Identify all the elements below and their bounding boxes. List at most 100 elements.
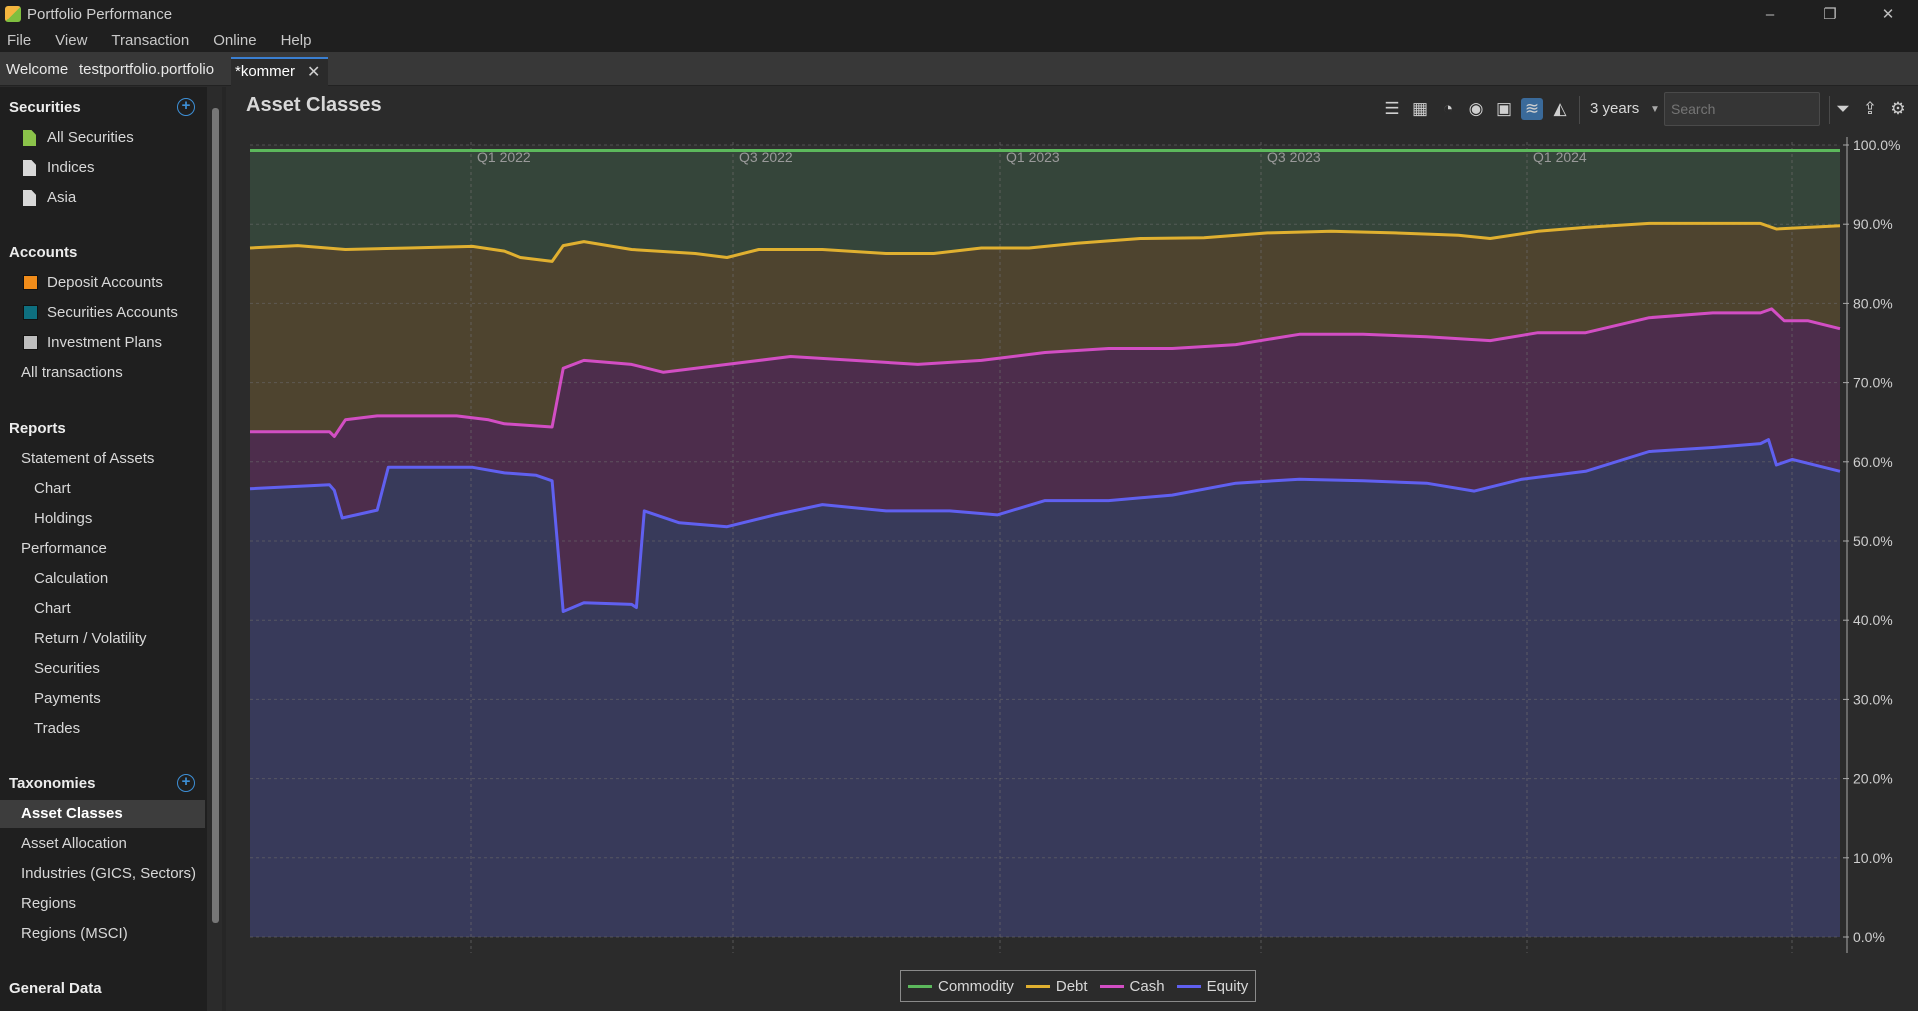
sidebar-item-asia[interactable]: Asia [47,189,77,206]
sidebar-scrollbar[interactable] [212,108,219,923]
sidebar-item-return-volatility[interactable]: Return / Volatility [34,630,147,647]
export-icon[interactable]: ⇪ [1862,99,1878,118]
securities-account-icon [23,305,38,320]
add-security-icon[interactable]: + [177,98,195,116]
x-tick-label: Q1 2022 [477,149,531,165]
securities-header: Securities [9,99,81,116]
treemap-icon[interactable]: ▦ [1411,99,1429,118]
debt-line [249,221,1841,263]
sidebar-item-performance-chart[interactable]: Chart [34,600,71,617]
menu-help[interactable]: Help [280,31,312,49]
sidebar-item-calculation[interactable]: Calculation [34,570,109,587]
menu-transaction[interactable]: Transaction [111,31,190,49]
sidebar-item-securities-report[interactable]: Securities [34,660,100,677]
sidebar-item-payments[interactable]: Payments [34,690,101,707]
grid-icon[interactable]: ▣ [1495,99,1513,118]
sidebar-item-regions[interactable]: Regions [21,895,77,912]
legend-item-commodity[interactable]: Commodity [908,978,1014,995]
y-tick-label: 100.0% [1853,137,1900,153]
x-tick-label: Q1 2024 [1533,149,1587,165]
menu-view[interactable]: View [55,31,88,49]
menu-online[interactable]: Online [213,31,257,49]
document-icon [23,130,36,146]
investment-plan-icon [23,335,38,350]
tab-kommer-label: *kommer [235,63,296,80]
window-title: Portfolio Performance [27,5,173,23]
y-tick-label: 70.0% [1853,375,1893,391]
general-data-header: General Data [9,980,102,997]
pie-icon[interactable]: ◔ [1442,99,1454,118]
sidebar-item-securities-accounts[interactable]: Securities Accounts [47,304,178,321]
sidebar-item-all-transactions[interactable]: All transactions [21,364,123,381]
tab-kommer[interactable]: *kommer ✕ [231,57,328,86]
y-tick-label: 0.0% [1853,929,1885,945]
app-icon [5,6,21,22]
sidebar [0,87,207,1011]
legend-swatch [1176,984,1201,988]
sidebar-item-deposit-accounts[interactable]: Deposit Accounts [47,274,163,291]
legend-label: Cash [1129,977,1165,995]
menu-file[interactable]: File [7,31,32,49]
sidebar-item-investment-plans[interactable]: Investment Plans [47,334,163,351]
search-input[interactable] [1664,92,1820,126]
sidebar-item-asset-allocation[interactable]: Asset Allocation [21,835,127,852]
sidebar-item-trades[interactable]: Trades [34,720,81,737]
x-tick-label: Q3 2022 [739,149,793,165]
minimize-button[interactable]: – [1765,5,1775,23]
legend-swatch [1025,984,1050,988]
legend-swatch [908,984,932,988]
legend-item-cash[interactable]: Cash [1099,977,1165,995]
sidebar-item-statement-of-assets[interactable]: Statement of Assets [21,450,155,467]
sidebar-item-holdings[interactable]: Holdings [34,510,93,527]
accounts-header: Accounts [9,244,78,261]
y-tick-label: 50.0% [1853,533,1893,549]
stacked-area-icon[interactable]: ≋ [1521,98,1543,120]
legend-item-debt[interactable]: Debt [1025,977,1088,995]
chart-legend: Commodity Debt Cash Equity [900,970,1256,1002]
restore-button[interactable]: ❐ [1823,6,1837,23]
deposit-account-icon [23,275,38,290]
close-window-button[interactable]: ✕ [1881,6,1895,23]
y-tick-label: 20.0% [1853,771,1893,787]
legend-label: Equity [1206,977,1249,995]
document-icon [23,160,36,176]
title-bar: Portfolio Performance [0,0,1918,28]
donut-icon[interactable]: ◉ [1468,99,1484,118]
sidebar-item-all-securities[interactable]: All Securities [47,129,134,146]
tab-close-icon[interactable]: ✕ [307,64,321,81]
menu-bar: File View Transaction Online Help [0,28,1918,52]
tab-bar: Welcome testportfolio.portfolio *kommer … [0,52,1918,86]
area-chart-icon[interactable]: ◭ [1553,99,1567,118]
sidebar-item-performance[interactable]: Performance [21,540,107,557]
legend-label: Debt [1055,977,1088,995]
tab-portfolio[interactable]: testportfolio.portfolio [79,61,215,78]
sidebar-item-statement-chart[interactable]: Chart [34,480,71,497]
chevron-down-icon[interactable]: ▼ [1650,104,1660,115]
toolbar-separator [1829,96,1830,124]
settings-icon[interactable]: ⚙ [1890,99,1906,118]
y-tick-label: 10.0% [1853,850,1893,866]
cash-line [250,307,1841,438]
legend-swatch [1099,984,1124,988]
y-tick-label: 60.0% [1853,454,1893,470]
sidebar-item-industries[interactable]: Industries (GICS, Sectors) [21,865,197,882]
equity-line [249,438,1841,613]
page-title: Asset Classes [246,94,382,116]
period-selector[interactable]: 3 years [1590,100,1640,117]
y-tick-label: 40.0% [1853,612,1893,628]
legend-item-equity[interactable]: Equity [1176,977,1249,995]
y-tick-label: 90.0% [1853,216,1893,232]
tab-welcome[interactable]: Welcome [6,61,69,78]
filter-icon[interactable]: ⏷ [1836,99,1850,118]
list-icon[interactable]: ☰ [1384,99,1400,118]
sidebar-item-regions-msci[interactable]: Regions (MSCI) [21,925,128,942]
add-taxonomy-icon[interactable]: + [177,774,195,792]
y-tick-label: 30.0% [1853,691,1893,707]
taxonomies-header: Taxonomies [9,775,96,792]
sidebar-divider[interactable] [222,87,226,1011]
sidebar-item-asset-classes[interactable]: Asset Classes [21,805,123,822]
legend-label: Commodity [938,977,1014,995]
sidebar-item-indices[interactable]: Indices [47,159,95,176]
x-tick-label: Q3 2023 [1267,149,1321,165]
